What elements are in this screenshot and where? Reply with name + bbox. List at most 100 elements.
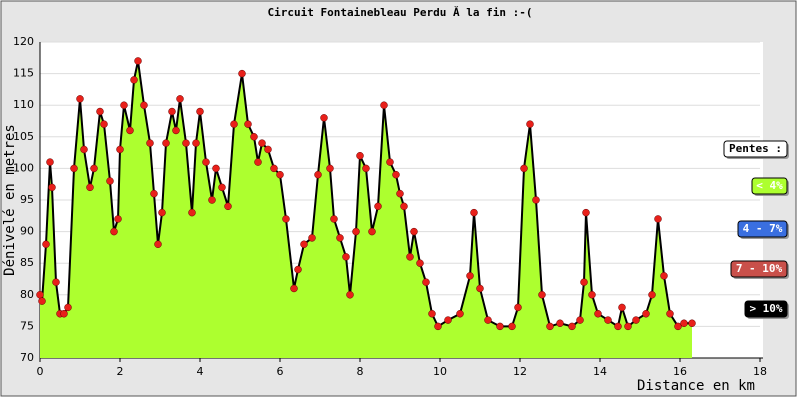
x-tick-label: 14 <box>593 365 607 378</box>
x-tick-label: 0 <box>37 365 44 378</box>
point <box>162 139 170 147</box>
point <box>230 120 238 128</box>
point <box>648 291 656 299</box>
point <box>250 133 258 141</box>
legend-box <box>737 220 788 238</box>
point <box>320 114 328 122</box>
point <box>38 297 46 305</box>
point <box>400 202 408 211</box>
x-tick-label: 12 <box>513 365 527 378</box>
point <box>244 120 252 128</box>
point <box>434 322 442 331</box>
point <box>416 259 424 267</box>
y-axis-title: Dénivelé en metres <box>2 124 18 276</box>
point <box>294 265 302 274</box>
point <box>60 310 68 318</box>
point <box>380 101 388 109</box>
point <box>106 177 114 185</box>
point <box>154 240 162 248</box>
point <box>532 196 540 204</box>
point <box>330 215 338 223</box>
point <box>254 158 262 166</box>
point <box>258 139 266 147</box>
legend-label: > 10% <box>749 302 782 315</box>
point <box>182 139 190 147</box>
point <box>80 145 88 154</box>
point <box>36 291 44 299</box>
point <box>568 322 576 331</box>
point <box>326 164 334 173</box>
point <box>208 196 216 204</box>
x-tick-label: 2 <box>117 365 124 378</box>
point <box>618 303 626 312</box>
y-tick-label: 80 <box>20 288 34 301</box>
point <box>594 310 602 318</box>
legend-box <box>723 140 788 158</box>
point <box>314 170 322 179</box>
point <box>546 322 554 331</box>
point <box>470 208 478 217</box>
point <box>290 284 298 293</box>
point <box>300 240 308 248</box>
point <box>176 95 184 103</box>
point <box>196 107 204 116</box>
point <box>674 322 682 331</box>
point <box>264 145 272 154</box>
point <box>282 215 290 223</box>
x-tick-label: 6 <box>277 365 284 378</box>
point <box>352 227 360 236</box>
point <box>588 291 596 299</box>
point <box>642 310 650 318</box>
point <box>120 101 128 109</box>
point <box>614 322 622 331</box>
point <box>362 164 370 173</box>
point <box>392 170 400 179</box>
point <box>580 278 588 286</box>
point <box>496 322 504 331</box>
point <box>158 208 166 217</box>
point <box>126 126 134 135</box>
y-tick-label: 115 <box>13 67 34 80</box>
point <box>538 291 546 299</box>
point <box>428 310 436 318</box>
point <box>150 189 158 198</box>
legend-label: < 4% <box>756 179 783 192</box>
point <box>680 319 688 327</box>
y-tick-label: 110 <box>13 98 34 111</box>
point <box>218 183 226 192</box>
point <box>130 76 138 84</box>
x-tick-label: 4 <box>197 365 204 378</box>
y-tick-label: 75 <box>20 319 34 332</box>
legend-label: Pentes : <box>729 142 782 155</box>
point <box>576 316 584 324</box>
point <box>140 101 148 109</box>
point <box>336 234 344 242</box>
legend-box <box>751 177 788 195</box>
point <box>556 319 564 327</box>
x-tick-label: 18 <box>753 365 767 378</box>
point <box>456 310 464 318</box>
point <box>114 215 122 223</box>
point <box>526 120 534 128</box>
point <box>134 57 142 65</box>
point <box>52 278 60 286</box>
point <box>660 272 668 280</box>
legend-label: 7 - 10% <box>736 262 783 275</box>
point <box>192 139 200 147</box>
point <box>604 316 612 324</box>
point <box>212 164 220 173</box>
point <box>688 319 696 327</box>
y-tick-label: 100 <box>13 161 34 174</box>
point <box>396 189 404 198</box>
point <box>666 310 674 318</box>
point <box>46 158 54 166</box>
point <box>308 234 316 242</box>
point <box>146 139 154 147</box>
y-tick-label: 85 <box>20 256 34 269</box>
point <box>76 95 84 103</box>
point <box>342 253 350 261</box>
point <box>368 227 376 236</box>
y-tick-label: 95 <box>20 193 34 206</box>
y-tick-label: 105 <box>13 130 34 143</box>
point <box>168 107 176 116</box>
